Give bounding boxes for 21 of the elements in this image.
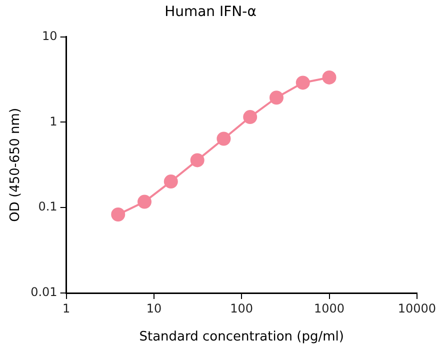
y-tick-label: 10 — [42, 28, 58, 43]
x-tick-label: 10 — [146, 301, 162, 316]
point — [216, 132, 231, 146]
point — [296, 76, 310, 90]
point — [243, 110, 258, 124]
point — [111, 208, 126, 222]
x-tick-label: 1 — [62, 301, 70, 316]
y-tick-label: 0.1 — [38, 200, 58, 214]
point — [190, 153, 204, 168]
x-tick-label: 10000 — [398, 301, 436, 316]
x-tick-label: 1000 — [314, 301, 345, 316]
chart-title: Human IFN-α — [164, 4, 256, 20]
x-tick-label: 100 — [230, 301, 254, 316]
point — [164, 174, 178, 189]
y-tick-label: 0.01 — [30, 285, 58, 300]
y-axis-title: OD (450-650 nm) — [8, 108, 24, 222]
point — [269, 90, 284, 105]
point — [322, 70, 336, 84]
point — [138, 194, 152, 209]
y-tick-label: 1 — [50, 114, 58, 128]
x-axis-title: Standard concentration (pg/ml) — [139, 330, 344, 345]
